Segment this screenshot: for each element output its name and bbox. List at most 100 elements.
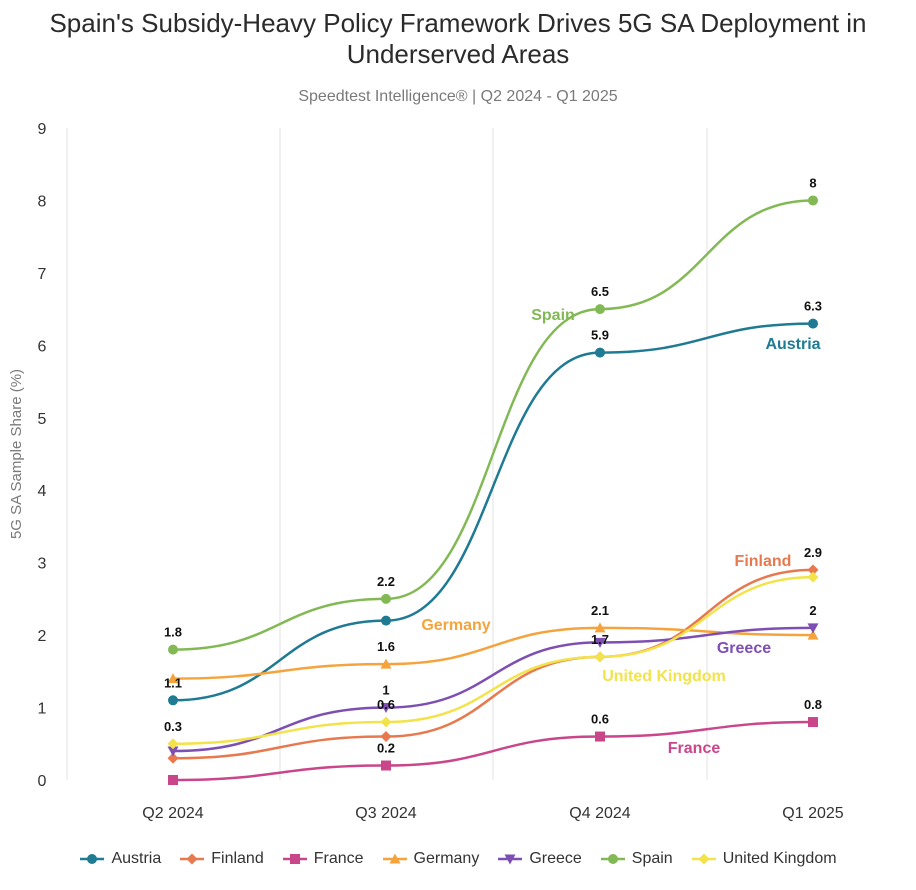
data-label-greece: 1 [382,683,389,698]
legend-swatch-austria [80,854,105,864]
series-annotation-germany: Germany [421,617,490,634]
y-tick-label: 9 [38,121,47,138]
data-point-greece [807,623,819,634]
data-point-united-kingdom [594,651,606,663]
data-point-france [808,717,818,728]
y-tick-label: 4 [38,483,47,500]
legend-label: Germany [413,850,480,867]
data-point-france [381,760,391,771]
data-point-spain [168,644,178,655]
legend-swatch-finland [180,853,205,865]
data-point-greece [380,703,392,714]
series-annotation-united-kingdom: United Kingdom [602,668,726,685]
legend-marker-austria [87,854,98,864]
legend-label: United Kingdom [722,850,837,867]
x-tick-label: Q4 2024 [569,805,630,822]
legend-swatch-spain [600,854,625,864]
y-axis-label: 5G SA Sample Share (%) [8,369,25,539]
y-tick-label: 8 [38,193,47,210]
legend-marker-france [289,854,300,864]
series-annotation-france: France [668,740,721,757]
legend-item-germany[interactable]: Germany [382,850,480,868]
data-point-greece [594,637,606,648]
series-line-greece [172,626,814,753]
series-line-france [172,720,814,782]
legend-swatch-germany [382,853,407,864]
series-annotation-finland: Finland [735,553,792,570]
series-annotation-spain: Spain [531,307,575,324]
data-label-france: 0.6 [591,712,609,727]
legend-item-austria[interactable]: Austria [79,850,161,868]
legend-swatch-greece [498,854,523,865]
data-label-france: 0.8 [804,697,822,712]
data-point-france [168,775,178,785]
y-tick-label: 7 [38,266,47,283]
legend-item-spain[interactable]: Spain [600,850,673,868]
legend-label: Spain [631,850,673,867]
data-label-greece: 2 [809,603,816,618]
y-tick-label: 1 [38,701,47,718]
legend-item-greece[interactable]: Greece [497,850,582,868]
data-point-finland [167,752,179,764]
data-point-germany [594,622,606,633]
legend-swatch-united-kingdom [691,853,716,865]
x-tick-label: Q1 2025 [782,805,843,822]
data-label-france: 0.2 [377,741,395,756]
data-point-spain [808,195,818,206]
data-point-finland [380,731,392,743]
data-point-germany [380,658,392,669]
series-line-united-kingdom [172,575,814,746]
legend-item-france[interactable]: France [282,850,364,868]
legend-item-finland[interactable]: Finland [179,850,264,868]
legend-label: Greece [529,850,582,867]
legend-swatch-france [282,854,307,864]
data-label-spain: 1.8 [164,625,182,640]
data-label-spain: 6.5 [591,284,609,299]
data-label-austria: 1.1 [164,675,182,690]
chart-subtitle: Speedtest Intelligence® | Q2 2024 - Q1 2… [298,88,618,105]
legend-marker-finland [186,853,198,865]
data-point-france [595,731,605,742]
legend-marker-germany [389,853,401,864]
data-point-germany [167,673,179,684]
legend-marker-spain [607,854,618,864]
legend-marker-greece [504,854,516,865]
data-point-united-kingdom [167,738,179,750]
x-tick-label: Q2 2024 [142,805,203,822]
y-tick-label: 0 [38,773,47,790]
series-line-spain [172,199,814,651]
series-annotation-austria: Austria [765,336,820,353]
data-point-spain [381,593,391,604]
data-point-germany [807,629,819,640]
series-annotation-greece: Greece [717,640,771,657]
y-tick-label: 6 [38,338,47,355]
y-tick-label: 5 [38,411,47,428]
chart-legend: Austria Finland France Germany Greece Spain Un… [0,850,916,868]
data-point-greece [167,746,179,757]
data-point-austria [595,347,605,358]
data-label-united-kingdom: 0.6 [377,697,395,712]
data-label-germany: 1.6 [377,639,395,654]
data-point-austria [808,318,818,329]
legend-item-united-kingdom[interactable]: United Kingdom [691,850,837,868]
legend-label: France [313,850,364,867]
data-label-austria: 5.9 [591,328,609,343]
series-line-austria [172,322,814,702]
data-point-spain [595,304,605,315]
data-label-united-kingdom: 0.3 [164,719,182,734]
data-point-austria [168,695,178,706]
legend-label: Finland [211,850,264,867]
data-label-austria: 6.3 [804,299,822,314]
data-point-austria [381,615,391,626]
legend-label: Austria [111,850,162,867]
data-label-spain: 8 [809,175,816,190]
series-line-germany [172,626,814,680]
data-point-united-kingdom [380,716,392,728]
data-point-finland [807,564,819,576]
data-label-germany: 2.1 [591,603,609,618]
data-label-spain: 2.2 [377,574,395,589]
chart-title: Spain's Subsidy-Heavy Policy Framework D… [49,8,867,69]
y-tick-label: 3 [38,556,47,573]
x-tick-label: Q3 2024 [355,805,416,822]
legend-marker-united-kingdom [698,853,710,865]
